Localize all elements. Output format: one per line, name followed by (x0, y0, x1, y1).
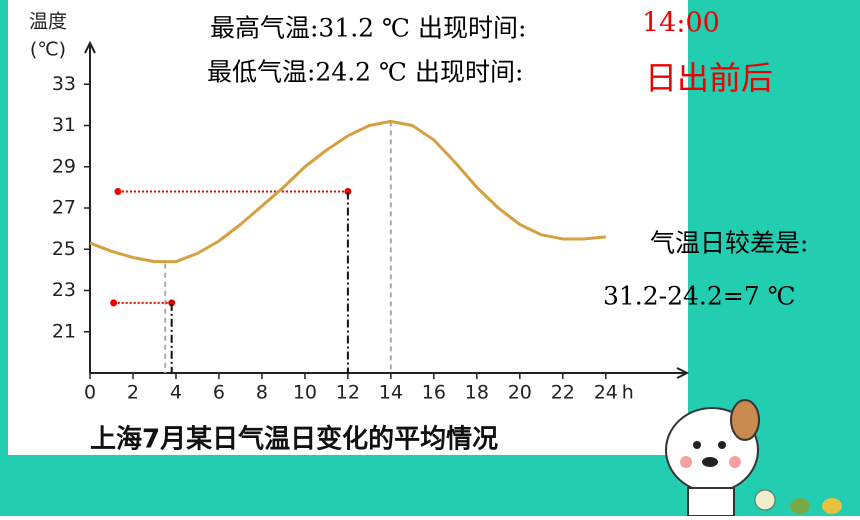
x-tick-label: 0 (84, 382, 96, 404)
min-line: 最低气温:24.2 ℃ 出现时间: (207, 58, 523, 87)
y-tick-label: 21 (52, 320, 76, 342)
y-tick-label: 27 (52, 197, 76, 219)
max-time: 14:00 (642, 8, 720, 39)
range-calc: 31.2-24.2=7 ℃ (603, 282, 796, 311)
x-tick-label: 22 (551, 382, 575, 404)
x-tick-label: 12 (336, 382, 360, 404)
y-tick-label: 25 (52, 238, 76, 260)
x-tick-label: 20 (508, 382, 532, 404)
marker-dot (110, 299, 118, 307)
x-tick-label: 18 (465, 382, 489, 404)
x-tick-label: 6 (213, 382, 225, 404)
x-tick-label: 16 (422, 382, 446, 404)
y-tick-label: 33 (52, 73, 76, 95)
x-tick-label: 10 (293, 382, 317, 404)
x-tick-label: 2 (127, 382, 139, 404)
temperature-line (89, 119, 606, 264)
y-axis-title: 温度 (29, 11, 67, 33)
marker-dot (114, 188, 122, 195)
max-line: 最高气温:31.2 ℃ 出现时间: (210, 14, 526, 43)
min-time: 日出前后 (645, 59, 773, 97)
y-axis-arrow (84, 40, 96, 54)
y-tick-label: 29 (52, 155, 76, 177)
y-tick-label: 23 (52, 279, 76, 301)
x-axis-arrow (676, 367, 690, 379)
caption: 上海7月某日气温日变化的平均情况 (90, 424, 498, 455)
y-tick-label: 31 (52, 114, 76, 136)
x-axis-title: h (622, 382, 634, 404)
x-tick-label: 8 (256, 382, 268, 404)
x-tick-label: 4 (170, 382, 182, 404)
x-tick-label: 24 (594, 382, 618, 404)
dog-illustration (665, 399, 842, 517)
range-label: 气温日较差是: (650, 229, 808, 258)
y-axis-title: (℃) (30, 39, 66, 61)
x-tick-label: 14 (379, 382, 403, 404)
